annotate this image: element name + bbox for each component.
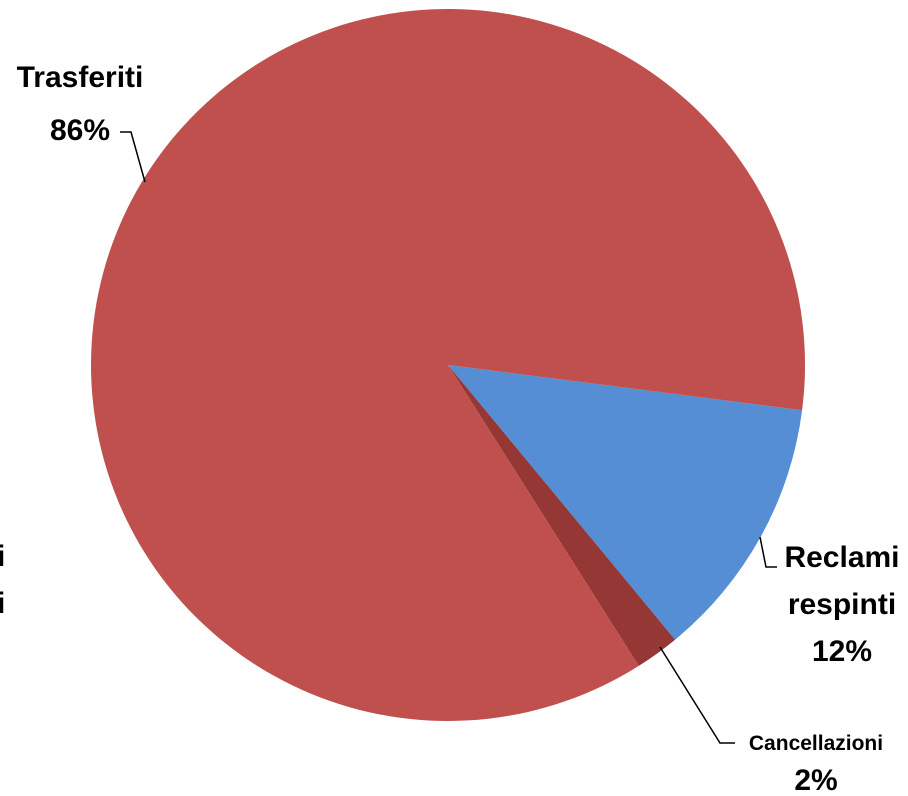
pie-slices [91, 8, 806, 721]
slice-label-trasferiti: Trasferiti [17, 61, 144, 94]
clipped-label-line1: i [0, 540, 5, 573]
clipped-label-line2: i [0, 587, 5, 620]
slice-label-reclami-respinti-line1: Reclami [784, 541, 899, 574]
leader-line-reclami-respinti [759, 536, 777, 568]
slice-label-reclami-respinti-line2: respinti [788, 588, 896, 621]
pie-slice-cancellazioni [448, 365, 676, 666]
pie-slice-trasferiti [91, 8, 806, 721]
pie-slice-reclami-respinti [448, 365, 803, 640]
slice-value-cancellazioni: 2% [794, 764, 837, 796]
leader-line-cancellazioni [659, 646, 735, 744]
slice-labels: Trasferiti 86% Reclami respinti 12% Canc… [0, 61, 900, 796]
leader-lines [120, 131, 777, 744]
slice-value-trasferiti: 86% [50, 114, 110, 147]
slice-value-reclami-respinti: 12% [812, 635, 872, 668]
leader-line-trasferiti [120, 131, 146, 183]
slice-label-cancellazioni: Cancellazioni [749, 732, 883, 755]
